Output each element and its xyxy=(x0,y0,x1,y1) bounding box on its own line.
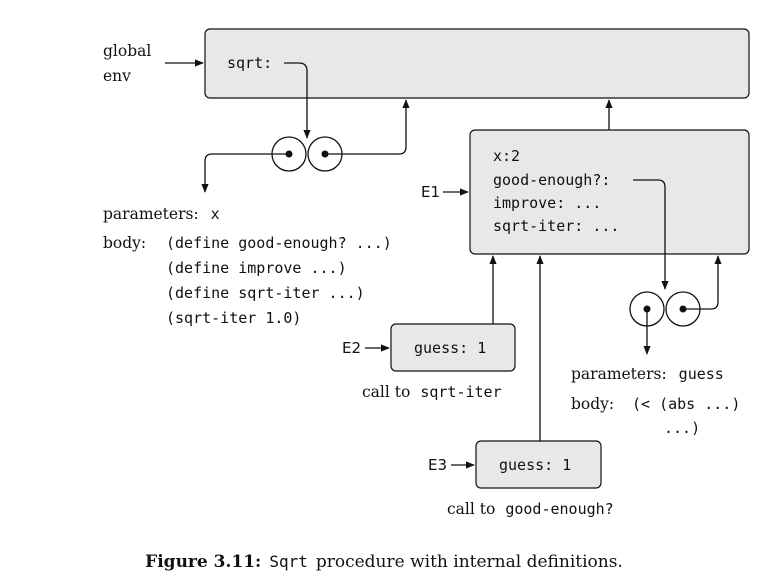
e2-binding-guess: guess: 1 xyxy=(414,339,486,357)
good-enough-body-label: body: xyxy=(571,395,614,413)
good-enough-env-pointer-arrow xyxy=(683,255,722,310)
sqrt-body-line-2: (define improve ...) xyxy=(166,259,347,277)
figure-caption: Figure 3.11: Sqrt procedure with interna… xyxy=(145,552,623,572)
global-env-frame xyxy=(204,28,750,99)
global-env-label-line2: env xyxy=(103,67,131,85)
sqrt-env-pointer-arrow xyxy=(325,99,410,155)
good-enough-parameters: parameters: guess xyxy=(571,365,724,383)
e3-frame xyxy=(475,440,602,489)
e3-binding-guess: guess: 1 xyxy=(499,456,571,474)
e3-call-caption: call to good-enough? xyxy=(447,500,614,518)
sqrt-body-line-4: (sqrt-iter 1.0) xyxy=(166,309,301,327)
e1-binding-improve: improve: ... xyxy=(493,194,601,212)
e1-label: E1 xyxy=(421,183,440,201)
good-enough-body-line-2: ...) xyxy=(664,419,700,437)
e1-binding-good-enough: good-enough?: xyxy=(493,171,610,189)
sqrt-parameters: parameters: x xyxy=(103,205,220,223)
sqrt-binding-arrow xyxy=(284,62,311,139)
sqrt-body-line-3: (define sqrt-iter ...) xyxy=(166,284,365,302)
e2-call-caption: call to sqrt-iter xyxy=(362,383,502,401)
global-sqrt-binding: sqrt: xyxy=(227,54,272,72)
good-enough-binding-arrow xyxy=(633,179,669,290)
good-enough-body-line-1: (< (abs ...) xyxy=(632,395,740,413)
sqrt-code-pointer-arrow xyxy=(201,153,289,193)
global-env-label-line1: global xyxy=(103,42,151,60)
e1-binding-x: x:2 xyxy=(493,147,520,165)
e3-label: E3 xyxy=(428,456,447,474)
sqrt-body-label: body: xyxy=(103,234,146,252)
sqrt-body-line-1: (define good-enough? ...) xyxy=(166,234,392,252)
e1-binding-sqrt-iter: sqrt-iter: ... xyxy=(493,217,619,235)
e2-label: E2 xyxy=(342,339,361,357)
e2-frame xyxy=(390,323,516,372)
